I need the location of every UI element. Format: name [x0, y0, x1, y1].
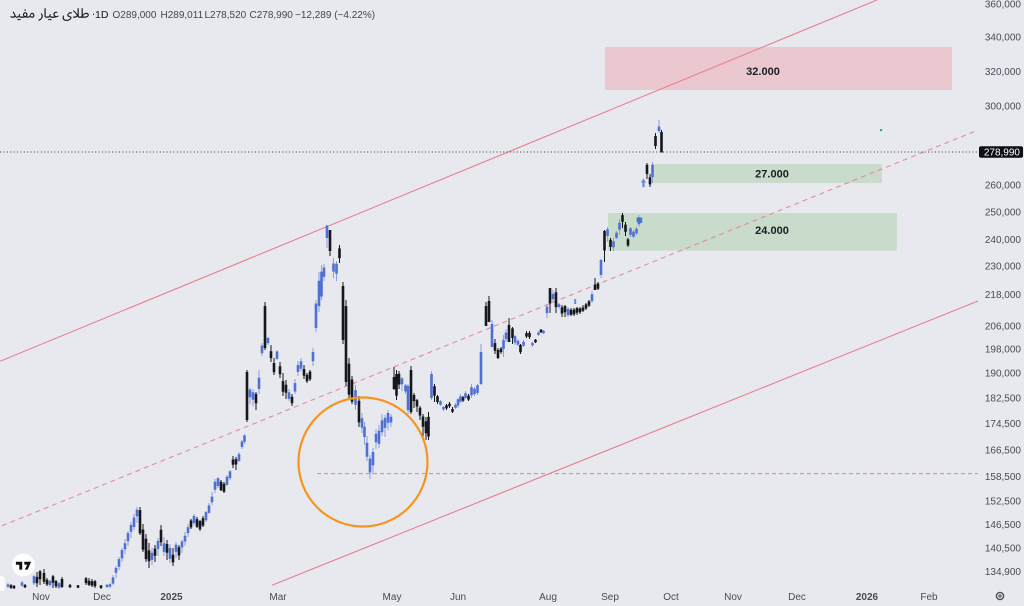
- svg-text:166,500: 166,500: [985, 446, 1022, 457]
- svg-text:158,500: 158,500: [985, 472, 1022, 483]
- svg-text:27.000: 27.000: [755, 169, 789, 181]
- svg-text:·: ·: [92, 9, 96, 21]
- svg-text:Dec: Dec: [788, 592, 806, 603]
- svg-text:Aug: Aug: [539, 592, 557, 603]
- svg-text:Nov: Nov: [724, 592, 742, 603]
- svg-text:Mar: Mar: [269, 592, 287, 603]
- svg-text:240,000: 240,000: [985, 235, 1022, 246]
- svg-text:300,000: 300,000: [985, 102, 1022, 113]
- svg-text:198,000: 198,000: [985, 345, 1022, 356]
- svg-text:250,000: 250,000: [985, 208, 1022, 219]
- svg-text:206,000: 206,000: [985, 322, 1022, 333]
- svg-text:24.000: 24.000: [755, 225, 789, 237]
- svg-text:Dec: Dec: [93, 592, 111, 603]
- svg-text:2026: 2026: [856, 592, 879, 603]
- svg-text:340,000: 340,000: [985, 33, 1022, 44]
- svg-text:278,990: 278,990: [984, 147, 1021, 158]
- svg-text:L278,520: L278,520: [205, 10, 247, 21]
- svg-text:Feb: Feb: [920, 592, 938, 603]
- svg-text:Nov: Nov: [32, 592, 50, 603]
- svg-text:182,500: 182,500: [985, 394, 1022, 405]
- svg-text:134,900: 134,900: [985, 567, 1022, 578]
- svg-text:218,000: 218,000: [985, 290, 1022, 301]
- svg-text:−12,289 (−4.22%): −12,289 (−4.22%): [295, 10, 375, 21]
- svg-text:H289,011: H289,011: [161, 10, 204, 21]
- svg-text:C278,990: C278,990: [250, 10, 294, 21]
- svg-text:32.000: 32.000: [746, 66, 780, 78]
- svg-text:140,500: 140,500: [985, 544, 1022, 555]
- svg-text:146,500: 146,500: [985, 520, 1022, 531]
- svg-text:230,000: 230,000: [985, 262, 1022, 273]
- svg-text:1D: 1D: [95, 9, 109, 21]
- svg-text:Sep: Sep: [601, 592, 619, 603]
- svg-text:2025: 2025: [160, 592, 183, 603]
- svg-text:174,500: 174,500: [985, 419, 1022, 430]
- svg-text:152,500: 152,500: [985, 497, 1022, 508]
- svg-text:320,000: 320,000: [985, 67, 1022, 78]
- svg-text:Oct: Oct: [663, 592, 679, 603]
- svg-text:360,000: 360,000: [985, 0, 1022, 11]
- svg-text:O289,000: O289,000: [113, 10, 157, 21]
- svg-text:190,000: 190,000: [985, 369, 1022, 380]
- svg-text:260,000: 260,000: [985, 181, 1022, 192]
- svg-text:Jun: Jun: [450, 592, 466, 603]
- svg-text:May: May: [383, 592, 402, 603]
